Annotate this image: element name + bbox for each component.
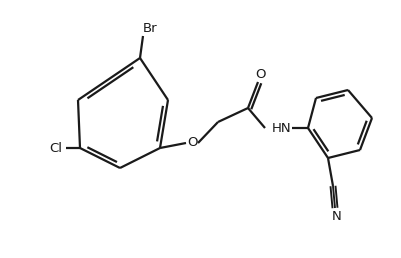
Text: O: O (255, 68, 265, 80)
Text: HN: HN (272, 122, 292, 134)
Text: Cl: Cl (49, 141, 63, 155)
Text: O: O (187, 136, 197, 149)
Text: Br: Br (143, 21, 157, 35)
Text: N: N (332, 211, 342, 223)
